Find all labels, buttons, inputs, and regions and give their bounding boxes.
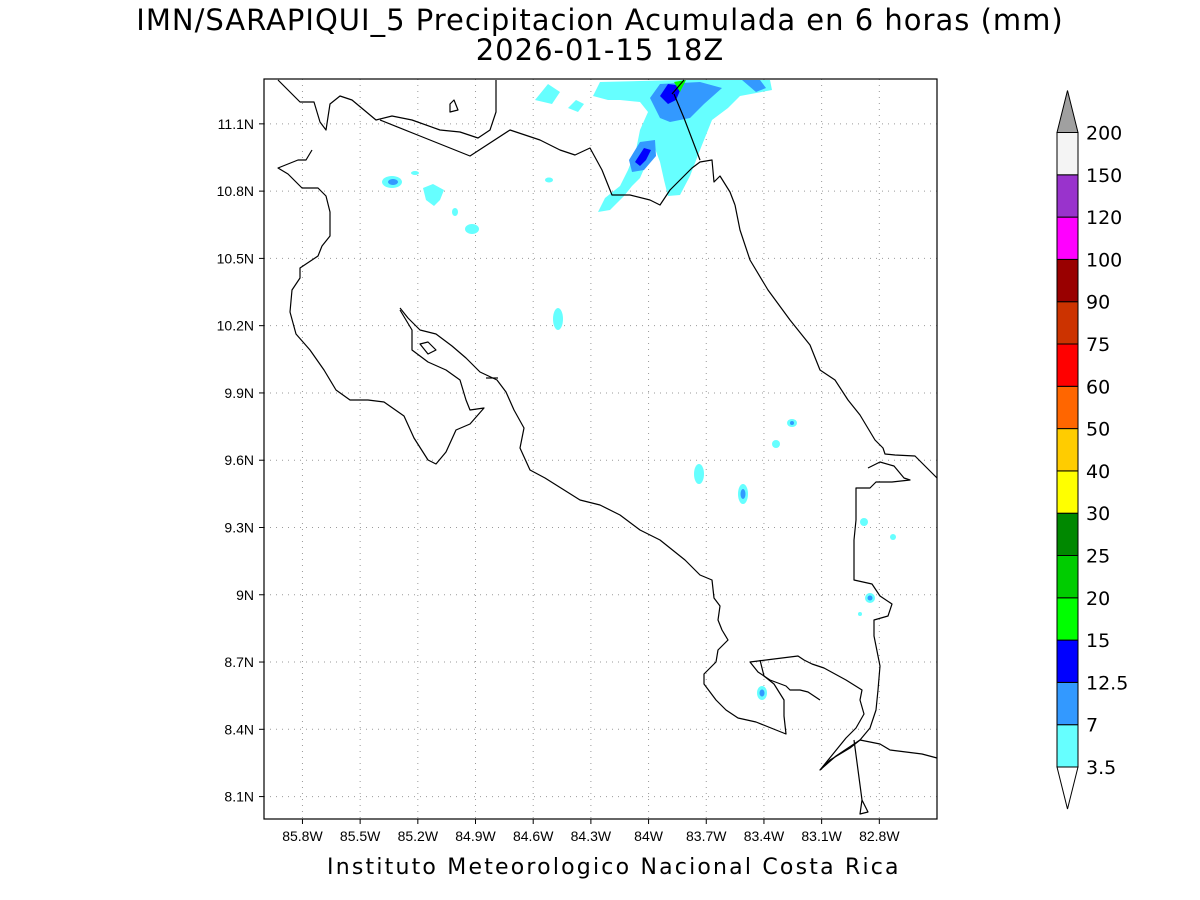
colorbar-label: 25 xyxy=(1086,546,1110,568)
colorbar-label: 120 xyxy=(1086,207,1122,229)
colorbar-label: 75 xyxy=(1086,334,1110,356)
colorbar-swatch xyxy=(1056,343,1079,387)
colorbar-label: 150 xyxy=(1086,165,1122,187)
colorbar-swatch xyxy=(1056,470,1079,514)
x-tick-label: 83.4W xyxy=(744,828,785,844)
x-tick-label: 85.2W xyxy=(398,828,439,844)
y-tick-label: 9.9N xyxy=(224,385,254,401)
colorbar-swatch xyxy=(1056,597,1079,641)
colorbar-swatch xyxy=(1056,385,1079,430)
colorbar-label: 200 xyxy=(1086,123,1122,145)
colorbar-swatch xyxy=(1056,132,1079,176)
y-tick-label: 10.5N xyxy=(217,250,254,266)
y-tick-label: 10.2N xyxy=(217,318,254,334)
coastline xyxy=(277,79,938,815)
y-tick-label: 9N xyxy=(236,587,254,603)
x-tick-label: 84.9W xyxy=(455,828,496,844)
map-title: IMN/SARAPIQUI_5 Precipitacion Acumulada … xyxy=(136,3,1064,37)
colorbar-top-triangle xyxy=(1056,90,1079,133)
colorbar-swatch xyxy=(1056,681,1079,726)
y-tick-label: 11.1N xyxy=(218,116,254,132)
x-tick-label: 85.5W xyxy=(340,828,381,844)
precip-north-border xyxy=(535,80,772,212)
x-tick-label: 84.3W xyxy=(571,828,612,844)
map-frame xyxy=(263,78,938,820)
y-tick-label: 9.3N xyxy=(224,519,254,535)
axis-ticks: 85.8W 85.5W 85.2W 84.9W 84.6W 84.3W 84W 83.7W 83… xyxy=(217,116,901,844)
colorbar-label: 15 xyxy=(1086,630,1110,652)
colorbar-label: 100 xyxy=(1086,249,1122,271)
x-tick-label: 83.1W xyxy=(801,828,842,844)
y-tick-label: 8.4N xyxy=(224,721,254,737)
colorbar-label: 20 xyxy=(1086,588,1110,610)
colorbar-label: 60 xyxy=(1086,376,1110,398)
y-tick-label: 10.8N xyxy=(217,183,254,199)
x-tick-label: 82.8W xyxy=(859,828,900,844)
colorbar-below-triangle xyxy=(1056,766,1079,810)
colorbar-label: 40 xyxy=(1086,461,1110,483)
colorbar-swatch xyxy=(1056,639,1079,683)
colorbar: 3.5 7 12.5 15 20 25 30 40 50 60 75 90 100 120 150 200 xyxy=(1056,90,1128,810)
colorbar-swatch xyxy=(1056,174,1079,218)
colorbar-swatch xyxy=(1056,258,1079,303)
x-tick-label: 83.7W xyxy=(686,828,727,844)
colorbar-swatch xyxy=(1056,216,1079,260)
colorbar-swatch xyxy=(1056,512,1079,557)
precip-patch xyxy=(593,80,772,212)
gridlines xyxy=(264,79,937,819)
colorbar-label: 50 xyxy=(1086,419,1110,441)
colorbar-swatch xyxy=(1056,428,1079,472)
precip-scattered xyxy=(382,171,896,700)
y-tick-label: 8.7N xyxy=(224,654,254,670)
x-tick-label: 84.6W xyxy=(513,828,554,844)
x-tick-label: 85.8W xyxy=(282,828,323,844)
y-tick-label: 9.6N xyxy=(224,452,254,468)
colorbar-swatch xyxy=(1056,724,1079,768)
x-tick-label: 84W xyxy=(634,828,664,844)
precipitation-layer xyxy=(382,80,896,700)
colorbar-swatch xyxy=(1056,555,1079,599)
colorbar-swatch xyxy=(1056,301,1079,345)
y-tick-label: 8.1N xyxy=(224,789,254,805)
colorbar-label: 3.5 xyxy=(1086,757,1116,779)
colorbar-label: 30 xyxy=(1086,503,1110,525)
colorbar-label: 12.5 xyxy=(1086,672,1128,694)
colorbar-label: 90 xyxy=(1086,292,1110,314)
footer-credit: Instituto Meteorologico Nacional Costa R… xyxy=(327,855,901,880)
colorbar-label: 7 xyxy=(1086,715,1098,737)
map-datetime: 2026-01-15 18Z xyxy=(475,33,725,67)
